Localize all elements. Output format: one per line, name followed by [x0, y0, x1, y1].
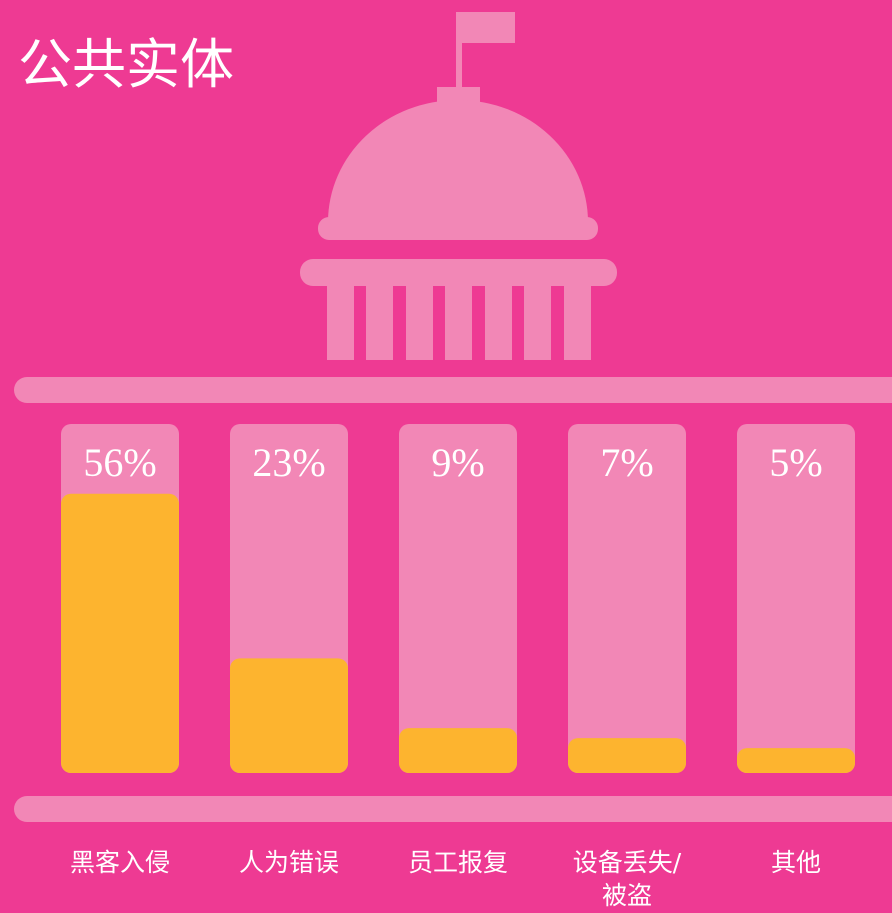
bar: [61, 493, 179, 773]
value-label: 5%: [769, 440, 822, 485]
capitol-icon: [14, 12, 892, 822]
value-label: 7%: [600, 440, 653, 485]
x-tick-label: 黑客入侵: [69, 848, 170, 877]
dome: [328, 100, 588, 222]
bar-track: [737, 424, 855, 773]
x-tick-label: 员工报复: [407, 848, 508, 877]
value-label: 23%: [252, 440, 325, 485]
bar: [568, 738, 686, 773]
bar-track: [568, 424, 686, 773]
column: [445, 285, 472, 360]
bar: [230, 658, 348, 773]
value-label: 56%: [83, 440, 156, 485]
chart-title: 公共实体: [18, 33, 234, 96]
dome-base: [318, 217, 598, 240]
entablature: [300, 259, 617, 286]
x-tick-label: 其他: [770, 848, 821, 877]
column: [485, 285, 512, 360]
shelf: [14, 377, 892, 403]
x-tick-label: 人为错误: [238, 848, 339, 877]
flag: [462, 12, 515, 43]
column: [564, 285, 591, 360]
value-label: 9%: [431, 440, 484, 485]
flag-pole: [456, 12, 462, 90]
column: [406, 285, 433, 360]
column: [327, 285, 354, 360]
x-tick-label: 设备丢失/被盗: [572, 848, 682, 910]
column: [524, 285, 551, 360]
bar-track: [399, 424, 517, 773]
shelf: [14, 796, 892, 822]
bar: [737, 748, 855, 773]
bar: [399, 728, 517, 773]
column: [366, 285, 393, 360]
